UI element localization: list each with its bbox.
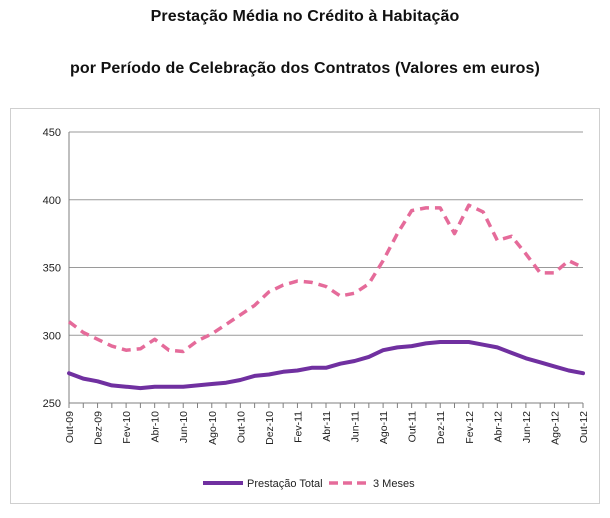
x-tick-label: Abr-11 <box>321 411 333 442</box>
series-line-prestacao-total <box>67 340 585 391</box>
y-tick-label: 400 <box>43 195 61 207</box>
x-tick-label: Fev-11 <box>292 411 304 443</box>
x-tick-label: Jun-12 <box>521 411 533 443</box>
y-tick-label: 450 <box>43 127 61 139</box>
x-tick-label: Ago-10 <box>207 411 219 445</box>
x-tick-label: Fev-10 <box>121 411 133 444</box>
x-tick-label: Out-11 <box>407 411 419 442</box>
x-tick-label: Dez-11 <box>435 411 447 444</box>
legend-label-prestacao-total: Prestação Total <box>247 478 323 490</box>
chart-area: 250 300 350 400 450 Out-09 Dez-09 Fev-10 Abr-10 J… <box>10 108 600 504</box>
chart-title-line-1: Prestação Média no Crédito à Habitação <box>150 8 460 25</box>
x-tick-label: Out-10 <box>235 411 247 443</box>
x-tick-label: Out-09 <box>64 411 76 443</box>
x-tick-label: Fev-12 <box>464 411 476 444</box>
x-tick-label: Ago-12 <box>549 411 561 445</box>
x-tick-label: Jun-11 <box>350 411 362 442</box>
x-tick-label: Abr-12 <box>492 411 504 443</box>
series-line-3-meses <box>67 203 584 354</box>
y-tick-label: 250 <box>43 398 61 410</box>
chart-title-line-2: por Período de Celebração dos Contratos … <box>70 60 540 77</box>
x-tick-label: Dez-10 <box>264 411 276 445</box>
x-tick-label: Out-12 <box>578 411 590 443</box>
legend-label-3-meses: 3 Meses <box>373 478 415 490</box>
x-tick-label: Ago-11 <box>378 411 390 444</box>
y-tick-label: 350 <box>43 263 61 275</box>
x-tick-label: Jun-10 <box>178 411 190 443</box>
x-tick-label: Dez-09 <box>93 411 105 445</box>
x-tick-label: Abr-10 <box>150 411 162 443</box>
line-chart: 250 300 350 400 450 Out-09 Dez-09 Fev-10 Abr-10 J… <box>43 127 590 490</box>
y-tick-label: 300 <box>43 330 61 342</box>
